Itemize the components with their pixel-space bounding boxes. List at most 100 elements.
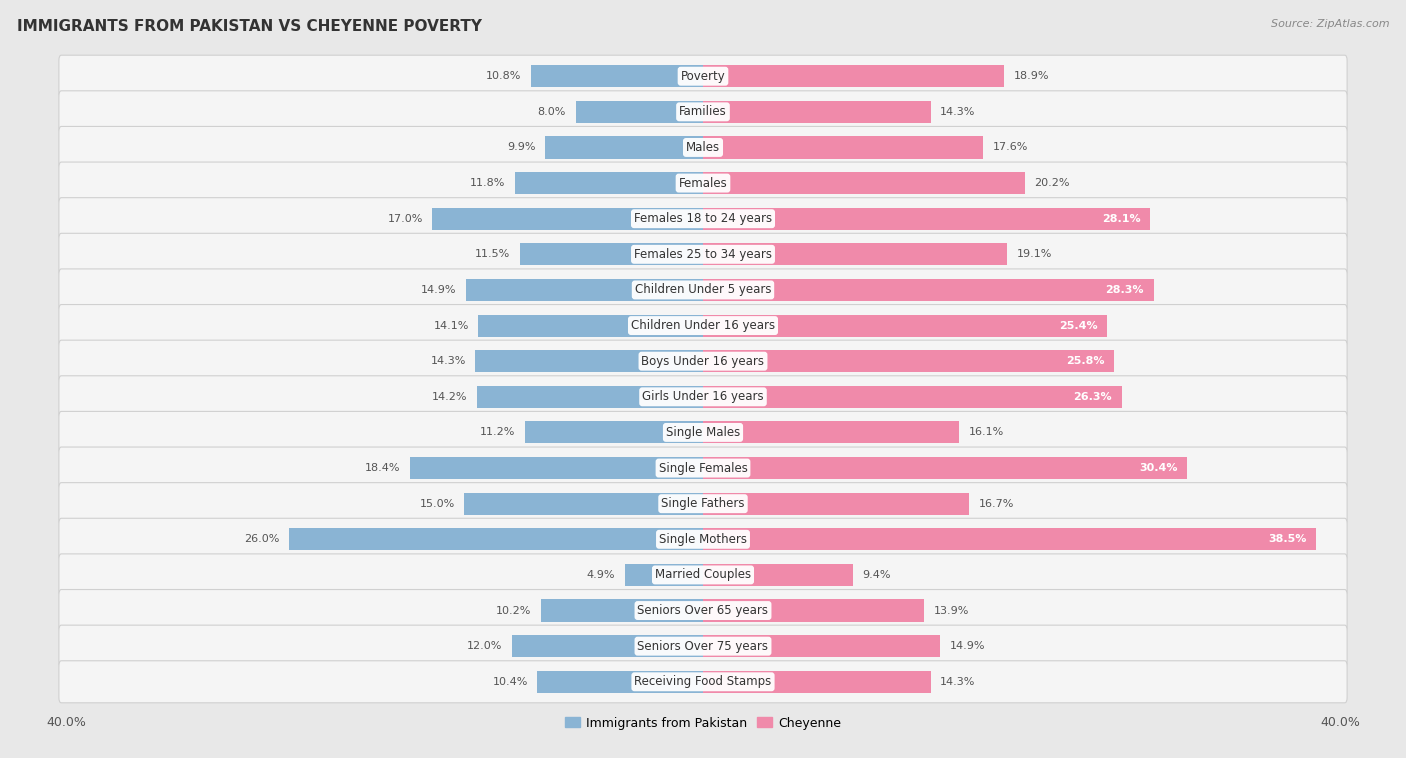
FancyBboxPatch shape: [59, 233, 1347, 275]
Text: IMMIGRANTS FROM PAKISTAN VS CHEYENNE POVERTY: IMMIGRANTS FROM PAKISTAN VS CHEYENNE POV…: [17, 19, 482, 34]
Bar: [703, 172, 1025, 194]
Text: 26.3%: 26.3%: [1074, 392, 1112, 402]
FancyBboxPatch shape: [59, 340, 1347, 382]
Bar: [524, 421, 703, 443]
Text: 30.4%: 30.4%: [1139, 463, 1177, 473]
Text: 28.1%: 28.1%: [1102, 214, 1140, 224]
Text: Males: Males: [686, 141, 720, 154]
Text: Poverty: Poverty: [681, 70, 725, 83]
Text: Females: Females: [679, 177, 727, 190]
FancyBboxPatch shape: [59, 412, 1347, 453]
Bar: [515, 172, 703, 194]
Text: 14.3%: 14.3%: [430, 356, 465, 366]
FancyBboxPatch shape: [59, 55, 1347, 97]
Bar: [703, 528, 1316, 550]
Text: 18.9%: 18.9%: [1014, 71, 1049, 81]
Text: 9.9%: 9.9%: [508, 143, 536, 152]
FancyBboxPatch shape: [59, 198, 1347, 240]
Bar: [703, 350, 1114, 372]
Bar: [703, 136, 983, 158]
Text: 20.2%: 20.2%: [1035, 178, 1070, 188]
Bar: [537, 671, 703, 693]
Text: 16.7%: 16.7%: [979, 499, 1014, 509]
Bar: [290, 528, 703, 550]
Text: Females 25 to 34 years: Females 25 to 34 years: [634, 248, 772, 261]
Text: 4.9%: 4.9%: [586, 570, 616, 580]
Text: 14.1%: 14.1%: [433, 321, 470, 330]
Text: 17.6%: 17.6%: [993, 143, 1028, 152]
Text: 38.5%: 38.5%: [1268, 534, 1306, 544]
Text: 14.3%: 14.3%: [941, 677, 976, 687]
Text: 11.8%: 11.8%: [470, 178, 506, 188]
Text: Receiving Food Stamps: Receiving Food Stamps: [634, 675, 772, 688]
Bar: [626, 564, 703, 586]
Text: 8.0%: 8.0%: [537, 107, 567, 117]
Text: 14.3%: 14.3%: [941, 107, 976, 117]
Text: 25.4%: 25.4%: [1059, 321, 1098, 330]
FancyBboxPatch shape: [59, 127, 1347, 168]
Text: Seniors Over 75 years: Seniors Over 75 years: [637, 640, 769, 653]
Text: 10.4%: 10.4%: [492, 677, 527, 687]
Text: 13.9%: 13.9%: [934, 606, 969, 615]
Text: 26.0%: 26.0%: [245, 534, 280, 544]
Text: 14.2%: 14.2%: [432, 392, 467, 402]
Bar: [432, 208, 703, 230]
Bar: [575, 101, 703, 123]
Bar: [703, 243, 1007, 265]
Text: 19.1%: 19.1%: [1017, 249, 1052, 259]
Bar: [703, 279, 1154, 301]
FancyBboxPatch shape: [59, 162, 1347, 204]
Text: 9.4%: 9.4%: [862, 570, 891, 580]
Bar: [478, 315, 703, 337]
FancyBboxPatch shape: [59, 91, 1347, 133]
Bar: [703, 65, 1004, 87]
Bar: [465, 279, 703, 301]
Text: Families: Families: [679, 105, 727, 118]
Text: 11.2%: 11.2%: [479, 428, 515, 437]
FancyBboxPatch shape: [59, 376, 1347, 418]
Bar: [520, 243, 703, 265]
Text: 14.9%: 14.9%: [950, 641, 986, 651]
Text: 11.5%: 11.5%: [475, 249, 510, 259]
FancyBboxPatch shape: [59, 269, 1347, 311]
Bar: [512, 635, 703, 657]
FancyBboxPatch shape: [59, 305, 1347, 346]
Text: 28.3%: 28.3%: [1105, 285, 1144, 295]
Bar: [703, 101, 931, 123]
Bar: [703, 600, 924, 622]
Text: Married Couples: Married Couples: [655, 568, 751, 581]
Text: Seniors Over 65 years: Seniors Over 65 years: [637, 604, 769, 617]
Text: Children Under 16 years: Children Under 16 years: [631, 319, 775, 332]
Bar: [703, 635, 941, 657]
Text: 17.0%: 17.0%: [388, 214, 423, 224]
Text: 25.8%: 25.8%: [1066, 356, 1104, 366]
Text: Boys Under 16 years: Boys Under 16 years: [641, 355, 765, 368]
Bar: [531, 65, 703, 87]
Bar: [703, 386, 1122, 408]
Text: 18.4%: 18.4%: [366, 463, 401, 473]
Text: 14.9%: 14.9%: [420, 285, 456, 295]
FancyBboxPatch shape: [59, 590, 1347, 631]
Text: Single Mothers: Single Mothers: [659, 533, 747, 546]
Text: 10.2%: 10.2%: [496, 606, 531, 615]
Bar: [703, 671, 931, 693]
Bar: [475, 350, 703, 372]
Bar: [703, 457, 1187, 479]
Text: Single Males: Single Males: [666, 426, 740, 439]
Text: Single Fathers: Single Fathers: [661, 497, 745, 510]
Text: 10.8%: 10.8%: [486, 71, 522, 81]
Bar: [703, 493, 969, 515]
FancyBboxPatch shape: [59, 661, 1347, 703]
Bar: [703, 208, 1150, 230]
FancyBboxPatch shape: [59, 625, 1347, 667]
Bar: [411, 457, 703, 479]
FancyBboxPatch shape: [59, 447, 1347, 489]
Bar: [477, 386, 703, 408]
Legend: Immigrants from Pakistan, Cheyenne: Immigrants from Pakistan, Cheyenne: [560, 712, 846, 735]
FancyBboxPatch shape: [59, 518, 1347, 560]
FancyBboxPatch shape: [59, 483, 1347, 525]
Text: 12.0%: 12.0%: [467, 641, 502, 651]
Bar: [703, 315, 1108, 337]
Text: Girls Under 16 years: Girls Under 16 years: [643, 390, 763, 403]
Text: Females 18 to 24 years: Females 18 to 24 years: [634, 212, 772, 225]
